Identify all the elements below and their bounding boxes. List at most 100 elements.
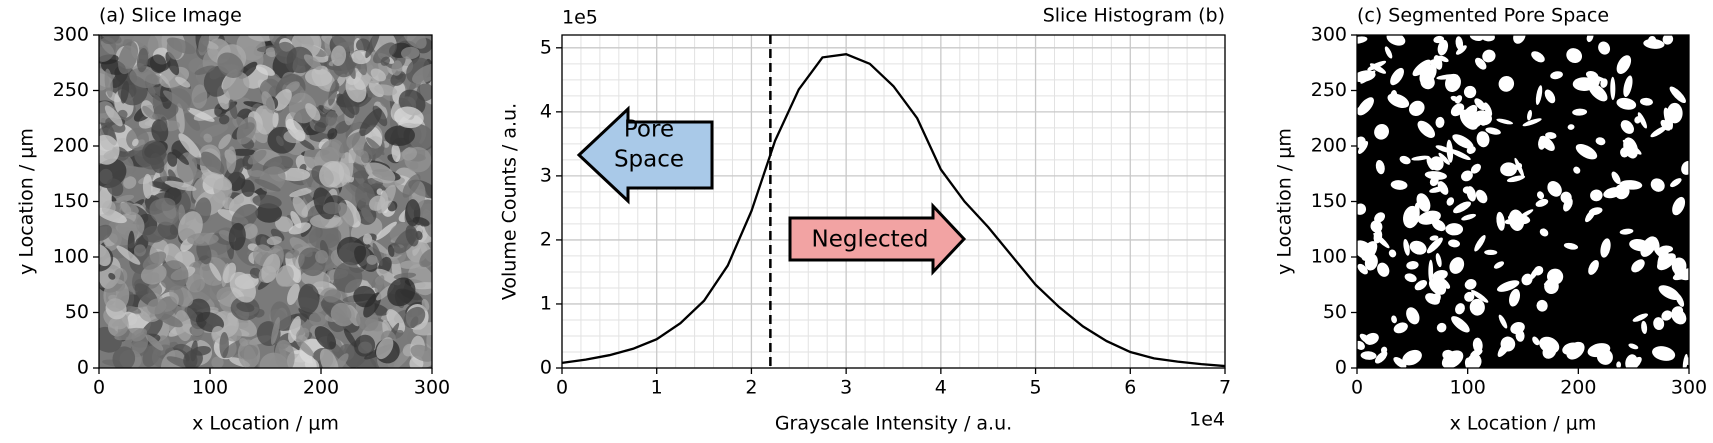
- pore: [1622, 139, 1642, 155]
- pore: [1672, 267, 1689, 281]
- grain: [184, 307, 199, 322]
- pore: [1672, 196, 1686, 216]
- grain: [315, 249, 329, 264]
- pore: [1478, 110, 1488, 126]
- grain: [101, 200, 116, 216]
- pore: [1521, 273, 1533, 286]
- pore: [1598, 41, 1611, 55]
- grain: [100, 35, 122, 44]
- grain: [228, 222, 246, 251]
- pore: [1575, 143, 1598, 160]
- pore: [1441, 350, 1464, 368]
- pore: [1455, 36, 1464, 51]
- pore: [1384, 46, 1393, 59]
- grain: [271, 316, 280, 345]
- pore: [1497, 280, 1520, 292]
- grain: [305, 68, 333, 87]
- pore: [1483, 102, 1493, 117]
- grain: [189, 325, 203, 337]
- grain: [187, 232, 219, 246]
- pore: [1530, 267, 1539, 280]
- pore: [1373, 232, 1390, 249]
- pore: [1449, 257, 1465, 274]
- panel: 0 100 200 300 0 50 100 150 200 250 300 (c) Segmente…: [1274, 5, 1708, 435]
- pore: [1471, 289, 1489, 303]
- grain: [380, 56, 391, 66]
- pore: [1429, 156, 1444, 171]
- pore: [1658, 285, 1680, 301]
- grain: [178, 133, 202, 159]
- grain: [366, 254, 378, 265]
- grain: [305, 103, 321, 121]
- grain: [345, 75, 367, 103]
- grain: [288, 222, 311, 235]
- grain: [117, 109, 128, 119]
- x-tick-label: 6: [1124, 377, 1136, 399]
- grain: [194, 65, 216, 75]
- grain: [252, 194, 282, 209]
- grain: [99, 37, 116, 62]
- grain: [147, 298, 167, 315]
- x-tick-label: 200: [1560, 377, 1596, 399]
- grain: [376, 337, 394, 360]
- grain: [236, 116, 257, 145]
- grain: [370, 68, 387, 82]
- y-tick-label: 150: [1311, 190, 1347, 212]
- grain: [360, 150, 369, 164]
- grain: [183, 349, 203, 368]
- pore: [1393, 356, 1407, 368]
- grain: [126, 306, 142, 314]
- pore: [1587, 343, 1611, 358]
- pore: [1539, 228, 1549, 237]
- grain: [228, 99, 238, 119]
- pore: [1670, 178, 1682, 188]
- grain: [372, 242, 383, 267]
- x-offset-label: 1e4: [1189, 409, 1225, 431]
- grain: [141, 140, 167, 165]
- pore: [1438, 152, 1450, 165]
- grain: [403, 306, 426, 329]
- pore: [1566, 48, 1583, 63]
- pore: [1535, 198, 1549, 207]
- y-tick-label: 150: [53, 190, 89, 212]
- pore: [1623, 75, 1633, 98]
- pore: [1357, 36, 1368, 44]
- grain: [142, 225, 166, 243]
- pore: [1527, 109, 1532, 121]
- grain: [309, 312, 327, 327]
- x-axis-label: x Location / μm: [1450, 413, 1597, 435]
- grain: [374, 84, 398, 96]
- grain: [203, 133, 213, 143]
- pore: [1496, 118, 1514, 125]
- grain: [142, 251, 167, 270]
- grain: [356, 308, 379, 332]
- grain: [116, 245, 141, 265]
- grain: [208, 227, 236, 256]
- pore: [1634, 116, 1642, 124]
- y-tick-label: 100: [53, 246, 89, 268]
- pore: [1374, 123, 1389, 140]
- pore: [1435, 253, 1442, 268]
- grain: [285, 118, 306, 142]
- pore: [1650, 178, 1665, 192]
- pore: [1448, 239, 1461, 248]
- x-axis-label: Grayscale Intensity / a.u.: [775, 413, 1012, 435]
- grain: [359, 108, 382, 137]
- pore: [1573, 166, 1581, 174]
- pore: [1563, 198, 1573, 212]
- pore: [1414, 202, 1420, 223]
- grain: [249, 170, 265, 177]
- y-tick-label: 300: [53, 24, 89, 46]
- pore: [1595, 137, 1606, 146]
- grain: [134, 244, 146, 257]
- pore: [1653, 317, 1665, 331]
- pore: [1411, 155, 1430, 161]
- grain: [247, 149, 267, 165]
- x-tick-label: 100: [192, 377, 228, 399]
- grain: [211, 356, 224, 368]
- pore: [1545, 132, 1557, 139]
- grain: [405, 199, 421, 227]
- pore: [1544, 89, 1556, 104]
- grain: [132, 138, 139, 147]
